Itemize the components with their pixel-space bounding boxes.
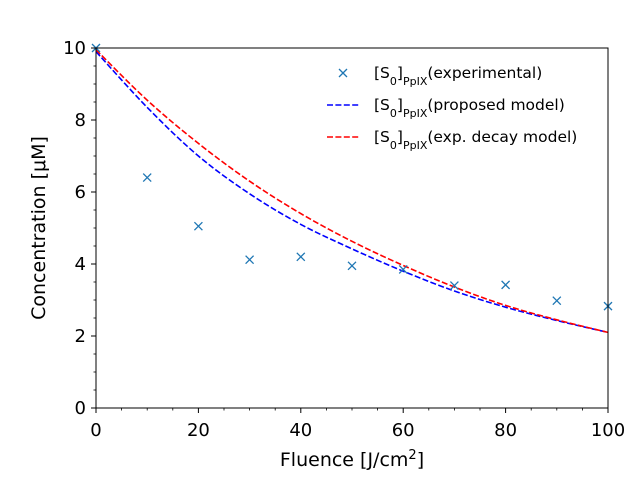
series-line-2 [96, 49, 608, 334]
x-tick-label: 40 [289, 420, 312, 441]
legend-label: [S0]PpIX(proposed model) [374, 96, 565, 120]
experimental-point [552, 296, 562, 306]
experimental-point [245, 255, 255, 265]
experimental-point [449, 281, 459, 291]
x-tick-label: 80 [494, 420, 517, 441]
series-line-1 [96, 51, 608, 334]
y-tick-label: 2 [75, 326, 86, 347]
y-axis-label: Concentration [μM] [28, 136, 50, 320]
experimental-point [347, 261, 357, 271]
legend-label: [S0]PpIX(experimental) [374, 64, 542, 88]
experimental-point [296, 252, 306, 262]
y-tick-label: 4 [75, 254, 86, 275]
x-axis-label: Fluence [J/cm2] [280, 448, 424, 472]
experimental-point [142, 173, 152, 183]
experimental-point [398, 264, 408, 274]
x-tick-label: 20 [187, 420, 210, 441]
y-tick-label: 6 [75, 182, 86, 203]
x-tick-label: 60 [392, 420, 415, 441]
legend-label: [S0]PpIX(exp. decay model) [374, 128, 577, 152]
experimental-point [193, 221, 203, 231]
x-tick-label: 0 [90, 420, 101, 441]
y-tick-label: 10 [63, 38, 86, 59]
experimental-point [501, 280, 511, 290]
y-tick-label: 8 [75, 110, 86, 131]
x-tick-label: 100 [591, 420, 625, 441]
y-tick-label: 0 [75, 398, 86, 419]
legend-marker-experimental [338, 68, 348, 78]
